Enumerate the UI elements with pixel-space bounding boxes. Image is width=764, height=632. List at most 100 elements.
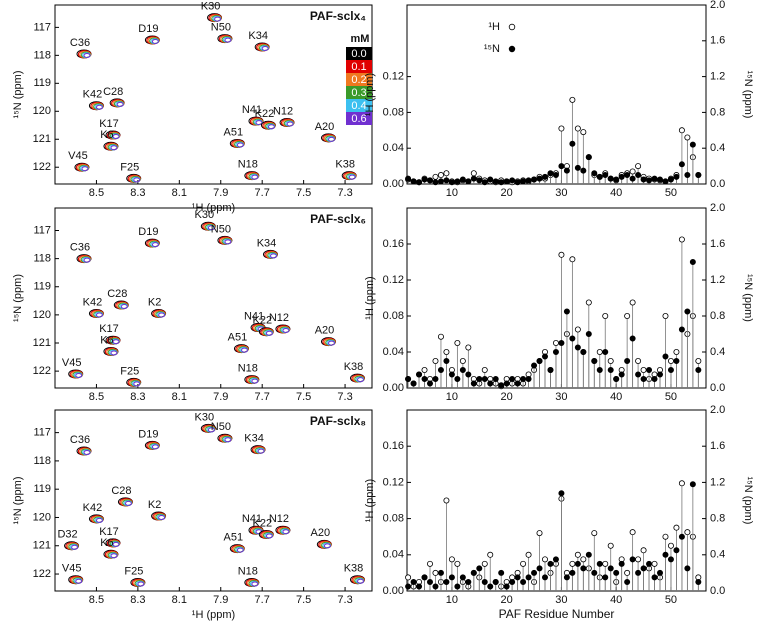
plot-frame [406,409,707,592]
x-tick-label: 7.3 [337,187,352,199]
peak-label: K2 [148,499,161,511]
marker [607,175,614,182]
x-tick-label: 40 [610,187,622,199]
marker [574,125,581,132]
peak [144,238,160,248]
marker [437,172,444,179]
legend-swatch [346,47,372,60]
y2-axis-label: ¹⁵N (ppm) [742,477,754,525]
peak-label: K38 [335,159,355,171]
x-tick-label: 8.3 [130,391,145,403]
marker [465,344,472,351]
contour [124,500,132,506]
x-tick-label: 7.5 [296,187,311,199]
peak [68,575,84,585]
peak-label: K38 [344,361,364,373]
peak [217,235,233,245]
marker [525,574,532,581]
marker [520,560,527,567]
marker [470,380,477,387]
marker [695,578,702,585]
peak-label: N12 [269,513,289,525]
y-axis-label: ¹⁵N (ppm) [12,477,24,525]
marker [459,574,466,581]
marker [476,375,483,382]
y-tick-label: 118 [33,49,51,61]
peak-label: N41 [242,513,262,525]
marker [465,178,472,185]
peak-label: F25 [124,565,143,577]
legend-swatch [346,73,372,86]
peak [113,300,129,310]
marker [657,569,664,576]
peak-label: K42 [83,296,103,308]
marker [443,170,450,177]
contour [257,448,265,454]
peak-label: N18 [238,565,258,577]
marker [646,177,653,184]
y2-tick-label: 2.0 [710,202,725,214]
marker [448,179,455,186]
marker [689,141,696,148]
marker [437,366,444,373]
contour [95,517,103,523]
marker [405,574,412,581]
marker [481,578,488,585]
y-tick-label: 0.00 [383,178,404,190]
panel-title: PAF-sclx₄ [310,9,366,23]
contour [95,312,103,318]
marker [547,170,554,177]
marker [602,312,609,319]
y-tick-label: 0.08 [383,310,404,322]
marker [481,560,488,567]
marker [476,177,483,184]
y2-tick-label: 2.0 [710,0,725,11]
x-axis-label: PAF Residue Number [499,607,615,621]
y-tick-label: 0.04 [383,549,404,561]
contour [71,544,79,550]
peak-label: K6 [100,537,113,549]
x-tick-label: 20 [501,391,513,403]
marker [563,308,570,315]
marker [596,560,603,567]
marker [448,556,455,563]
peak-label: K42 [83,502,103,514]
legend-swatch [346,112,372,125]
y-axis-label: ¹H (ppm) [364,479,376,522]
marker [635,556,642,563]
marker [487,583,494,590]
marker [432,583,439,590]
plot-frame [406,4,707,185]
peak-label: K22 [253,517,273,529]
peak [88,514,104,524]
legend-label: 0.3 [351,87,366,99]
peak [275,525,291,535]
peak [217,34,233,44]
marker [585,299,592,306]
marker [657,371,664,378]
contour [286,121,294,127]
legend-label: 0.2 [351,74,366,86]
legend-marker [508,23,516,31]
marker [667,357,674,364]
marker [542,353,549,360]
marker [662,178,669,185]
marker [410,178,417,185]
x-tick-label: 30 [555,391,567,403]
peak [126,173,142,183]
peak-label: K34 [248,30,268,42]
marker [673,524,680,531]
y-axis-label: ¹⁵N (ppm) [12,274,24,322]
x-axis-label: ¹H (ppm) [192,609,235,621]
marker [437,178,444,185]
peak [105,130,121,140]
marker [613,569,620,576]
contour [251,378,259,384]
peak [244,375,260,385]
legend-swatch [346,99,372,112]
peak [316,539,332,549]
peak-label: N41 [244,310,264,322]
marker [684,172,691,179]
peak [349,373,365,383]
marker [514,179,521,186]
